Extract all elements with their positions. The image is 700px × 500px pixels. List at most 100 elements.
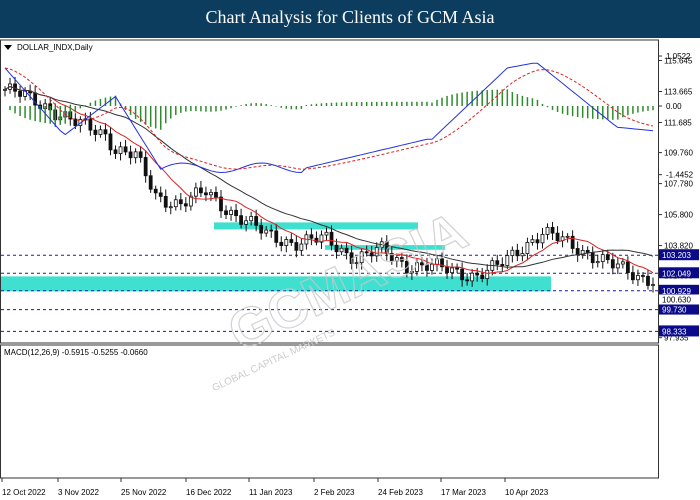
candle-body	[510, 249, 515, 256]
candle-body	[364, 251, 369, 254]
main-panel-frame	[0, 39, 659, 344]
candle-body	[108, 133, 113, 151]
candle-body	[193, 187, 198, 197]
candle-body	[425, 264, 429, 271]
collapse-triangle-icon	[4, 45, 12, 50]
candle-body	[204, 192, 208, 196]
candle-body	[178, 199, 183, 205]
macd-tick-label: -1.4452	[666, 171, 694, 180]
candle-body	[183, 203, 188, 207]
candle-body	[545, 226, 550, 235]
candle-body	[264, 229, 269, 234]
candle-body	[173, 199, 178, 208]
candle-body	[274, 230, 279, 243]
candle-body	[590, 252, 595, 264]
candle-body	[646, 275, 650, 286]
header-title: Chart Analysis for Clients of GCM Asia	[205, 7, 495, 27]
price-tick-label: 111.685	[664, 118, 692, 127]
candle-body	[254, 216, 259, 226]
candle-body	[615, 263, 620, 269]
date-tick-label: 24 Feb 2023	[378, 488, 423, 497]
candle-body	[460, 268, 465, 281]
candle-body	[525, 242, 530, 254]
candle-body	[610, 259, 615, 269]
candle-body	[515, 249, 520, 257]
date-tick-label: 12 Oct 2022	[2, 488, 46, 497]
candle-body	[73, 118, 78, 126]
slow-moving-average-line	[4, 86, 654, 268]
candle-body	[620, 261, 625, 265]
support-resistance-zone	[1, 276, 551, 292]
candle-body	[631, 272, 635, 281]
date-tick-label: 17 Mar 2023	[441, 488, 486, 497]
level-label: 98.333	[662, 327, 687, 336]
macd-panel-frame	[0, 344, 659, 479]
level-label-box	[659, 249, 699, 261]
candle-body	[399, 257, 404, 262]
candle-body	[334, 244, 339, 253]
candle-body	[394, 257, 399, 262]
level-label: 100.929	[662, 287, 691, 296]
candle-body	[324, 231, 329, 236]
candle-body	[88, 118, 93, 131]
candle-body	[158, 192, 163, 197]
candle-body	[374, 247, 379, 257]
candle-body	[440, 258, 444, 268]
candle-body	[153, 188, 158, 194]
candle-body	[600, 254, 605, 262]
candle-body	[465, 279, 470, 282]
candle-body	[625, 261, 630, 273]
candle-body	[118, 146, 123, 154]
candle-body	[480, 274, 485, 279]
price-tick-label: 115.645	[664, 57, 693, 66]
candle-body	[209, 191, 213, 196]
level-label-box	[659, 284, 699, 296]
candle-body	[309, 234, 314, 239]
candle-body	[133, 151, 138, 159]
candle-body	[329, 231, 334, 246]
candle-body	[404, 260, 409, 274]
candle-body	[485, 269, 490, 279]
level-label-box	[659, 267, 699, 279]
candle-body	[415, 262, 419, 272]
macd-tick-label: 0.00	[666, 102, 682, 111]
current-price-box	[659, 294, 699, 305]
candle-body	[299, 243, 304, 251]
level-label: 99.730	[662, 306, 687, 315]
candle-body	[113, 149, 118, 154]
candle-body	[450, 267, 454, 274]
candle-body	[369, 252, 374, 257]
candle-body	[339, 247, 344, 253]
candle-body	[18, 90, 22, 97]
level-label-box	[659, 303, 699, 315]
symbol-label: DOLLAR_INDX,Daily	[17, 43, 93, 52]
macd-line	[4, 62, 654, 174]
candle-body	[575, 248, 580, 256]
candle-body	[224, 210, 228, 215]
candle-body	[123, 146, 128, 153]
candle-body	[229, 209, 233, 215]
candle-body	[580, 249, 585, 256]
date-tick-label: 11 Jan 2023	[249, 488, 293, 497]
candle-body	[359, 251, 364, 264]
date-tick-label: 25 Nov 2022	[121, 488, 167, 497]
candle-body	[389, 253, 394, 262]
candle-body	[289, 239, 294, 243]
candle-body	[475, 272, 480, 276]
level-label: 102.049	[662, 269, 691, 278]
candle-body	[234, 209, 238, 217]
level-label-box	[659, 325, 699, 337]
candle-body	[143, 157, 148, 177]
candle-body	[168, 206, 173, 209]
candle-body	[409, 271, 414, 274]
candle-body	[595, 261, 600, 264]
date-tick-label: 10 Apr 2023	[505, 488, 549, 497]
candle-body	[284, 239, 289, 246]
support-resistance-zone	[214, 222, 418, 230]
candle-body	[103, 129, 108, 135]
date-tick-label: 16 Dec 2022	[186, 488, 232, 497]
candle-body	[163, 195, 168, 208]
candle-body	[641, 275, 645, 277]
candle-body	[455, 267, 459, 270]
candle-body	[605, 254, 610, 261]
